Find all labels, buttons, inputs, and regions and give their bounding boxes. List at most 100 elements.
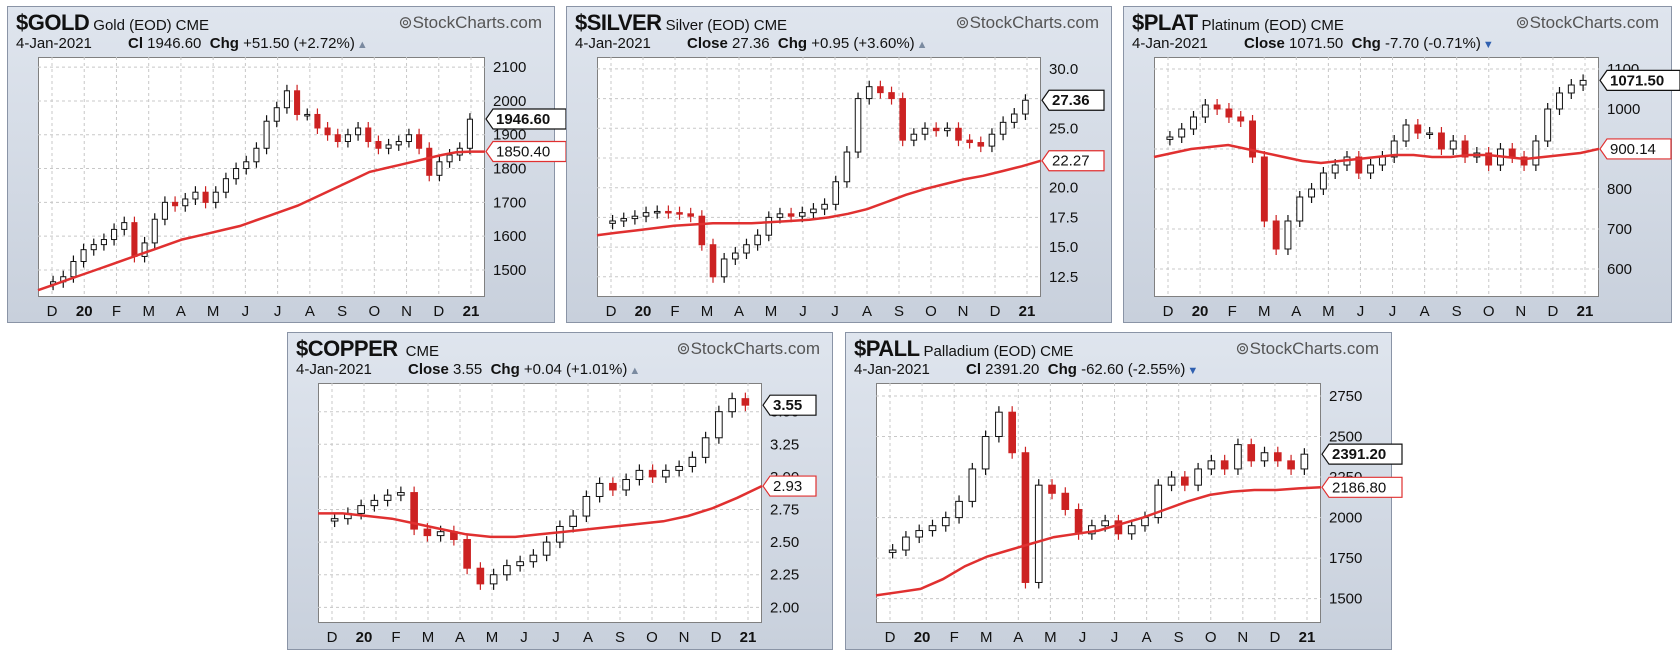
instrument-name: Gold (EOD) — [93, 17, 172, 34]
candle — [1234, 438, 1242, 475]
x-tick-label: J — [1357, 303, 1365, 320]
candle — [865, 80, 873, 105]
x-tick-label: A — [1291, 303, 1301, 320]
candle — [222, 172, 229, 199]
close-value: 1946.60 — [147, 35, 202, 52]
candle-body — [732, 252, 739, 260]
symbol: $PLAT — [1132, 10, 1198, 35]
chg-value: +0.04 (+1.01%) — [523, 361, 628, 378]
candle — [701, 431, 710, 464]
candle — [977, 136, 985, 153]
candle-body — [1167, 476, 1176, 486]
candle — [1237, 111, 1245, 127]
candle-body — [121, 222, 128, 230]
moving-average-line — [37, 150, 485, 292]
y-tick-label: 2.75 — [770, 502, 799, 519]
exchange: CME — [753, 17, 788, 34]
candle — [1437, 127, 1445, 155]
x-tick-label: N — [958, 303, 969, 320]
x-tick-label: J — [242, 303, 250, 320]
close-value: 27.36 — [732, 35, 770, 52]
x-tick-label: 20 — [635, 303, 652, 320]
candle — [1544, 103, 1552, 147]
candle-body — [582, 495, 591, 517]
candle — [1402, 119, 1410, 147]
x-tick-label: D — [1163, 303, 1174, 320]
candle — [595, 477, 604, 503]
candle — [489, 568, 498, 590]
close-label: Cl — [128, 35, 143, 52]
candle-body — [754, 234, 761, 246]
candle-body — [80, 249, 87, 263]
candle — [172, 196, 179, 212]
candle-body — [131, 222, 138, 257]
candle-body — [1178, 128, 1186, 138]
candle-body — [1300, 453, 1309, 470]
candle — [1260, 446, 1269, 467]
candle — [463, 533, 471, 575]
last-price-tag: 1946.60 — [485, 108, 567, 130]
candle-body — [665, 210, 672, 214]
x-tick-label: 21 — [740, 629, 757, 646]
x-tick-label: A — [1013, 629, 1023, 646]
candle — [1426, 127, 1434, 139]
ma-price-tag-text: 1850.40 — [496, 144, 550, 161]
exchange: CME — [175, 17, 209, 34]
candle — [529, 549, 538, 568]
candle — [503, 559, 511, 581]
chart-header: $PLAT Platinum (EOD) CME ⊚StockCharts.com — [1132, 10, 1663, 35]
candle — [334, 128, 341, 148]
x-tick-label: O — [368, 303, 380, 320]
candle-body — [90, 244, 97, 251]
candle — [426, 142, 433, 182]
candle-body — [928, 525, 937, 532]
x-tick-label: D — [990, 303, 1001, 320]
candle — [1461, 135, 1469, 163]
x-tick-label: O — [1205, 629, 1217, 646]
candle — [304, 108, 311, 121]
candle — [202, 186, 209, 209]
moving-average-line — [1153, 143, 1600, 165]
last-price-tag-text: 27.36 — [1052, 92, 1090, 109]
candle — [192, 186, 199, 205]
chart-svg: D 20 F M A M J J A S O N D 21 1500 1600 1700 1800 1900 2000… — [37, 57, 567, 320]
candle — [151, 213, 158, 249]
x-tick-label: F — [391, 629, 400, 646]
candle — [988, 128, 996, 153]
candle — [642, 206, 650, 223]
candle-body — [966, 139, 973, 144]
watermark: ⊚StockCharts.com — [955, 13, 1099, 32]
candle-body — [161, 201, 168, 220]
exchange: CME — [1310, 17, 1344, 34]
candle — [410, 486, 418, 536]
candle — [283, 84, 290, 114]
ma-price-tag: 22.27 — [1041, 150, 1105, 172]
candle-body — [720, 258, 728, 278]
candle — [899, 92, 906, 147]
x-tick-label: J — [1079, 629, 1087, 646]
y-tick-label: 1750 — [1329, 550, 1362, 567]
plot-area — [318, 383, 762, 623]
y-tick-label: 3.25 — [770, 436, 799, 453]
candle-body — [932, 127, 940, 132]
candle-body — [357, 505, 365, 514]
candle — [1034, 479, 1043, 589]
candle — [1225, 103, 1233, 123]
candle-body — [1273, 452, 1282, 462]
candle-body — [1544, 108, 1552, 142]
candle-body — [609, 482, 617, 491]
candle-body — [688, 456, 697, 467]
x-tick-label: F — [112, 303, 121, 320]
candle — [944, 122, 951, 137]
x-tick-label: M — [142, 303, 155, 320]
candle — [888, 86, 895, 105]
direction-arrow-icon: ▼ — [1482, 39, 1494, 51]
candle-body — [365, 127, 372, 143]
y-tick-label: 2.50 — [770, 534, 799, 551]
candle-body — [70, 261, 77, 278]
x-tick-label: M — [1322, 303, 1335, 320]
candle — [1532, 135, 1540, 171]
x-tick-label: A — [583, 629, 593, 646]
candle — [294, 84, 301, 121]
candle — [1220, 454, 1229, 475]
